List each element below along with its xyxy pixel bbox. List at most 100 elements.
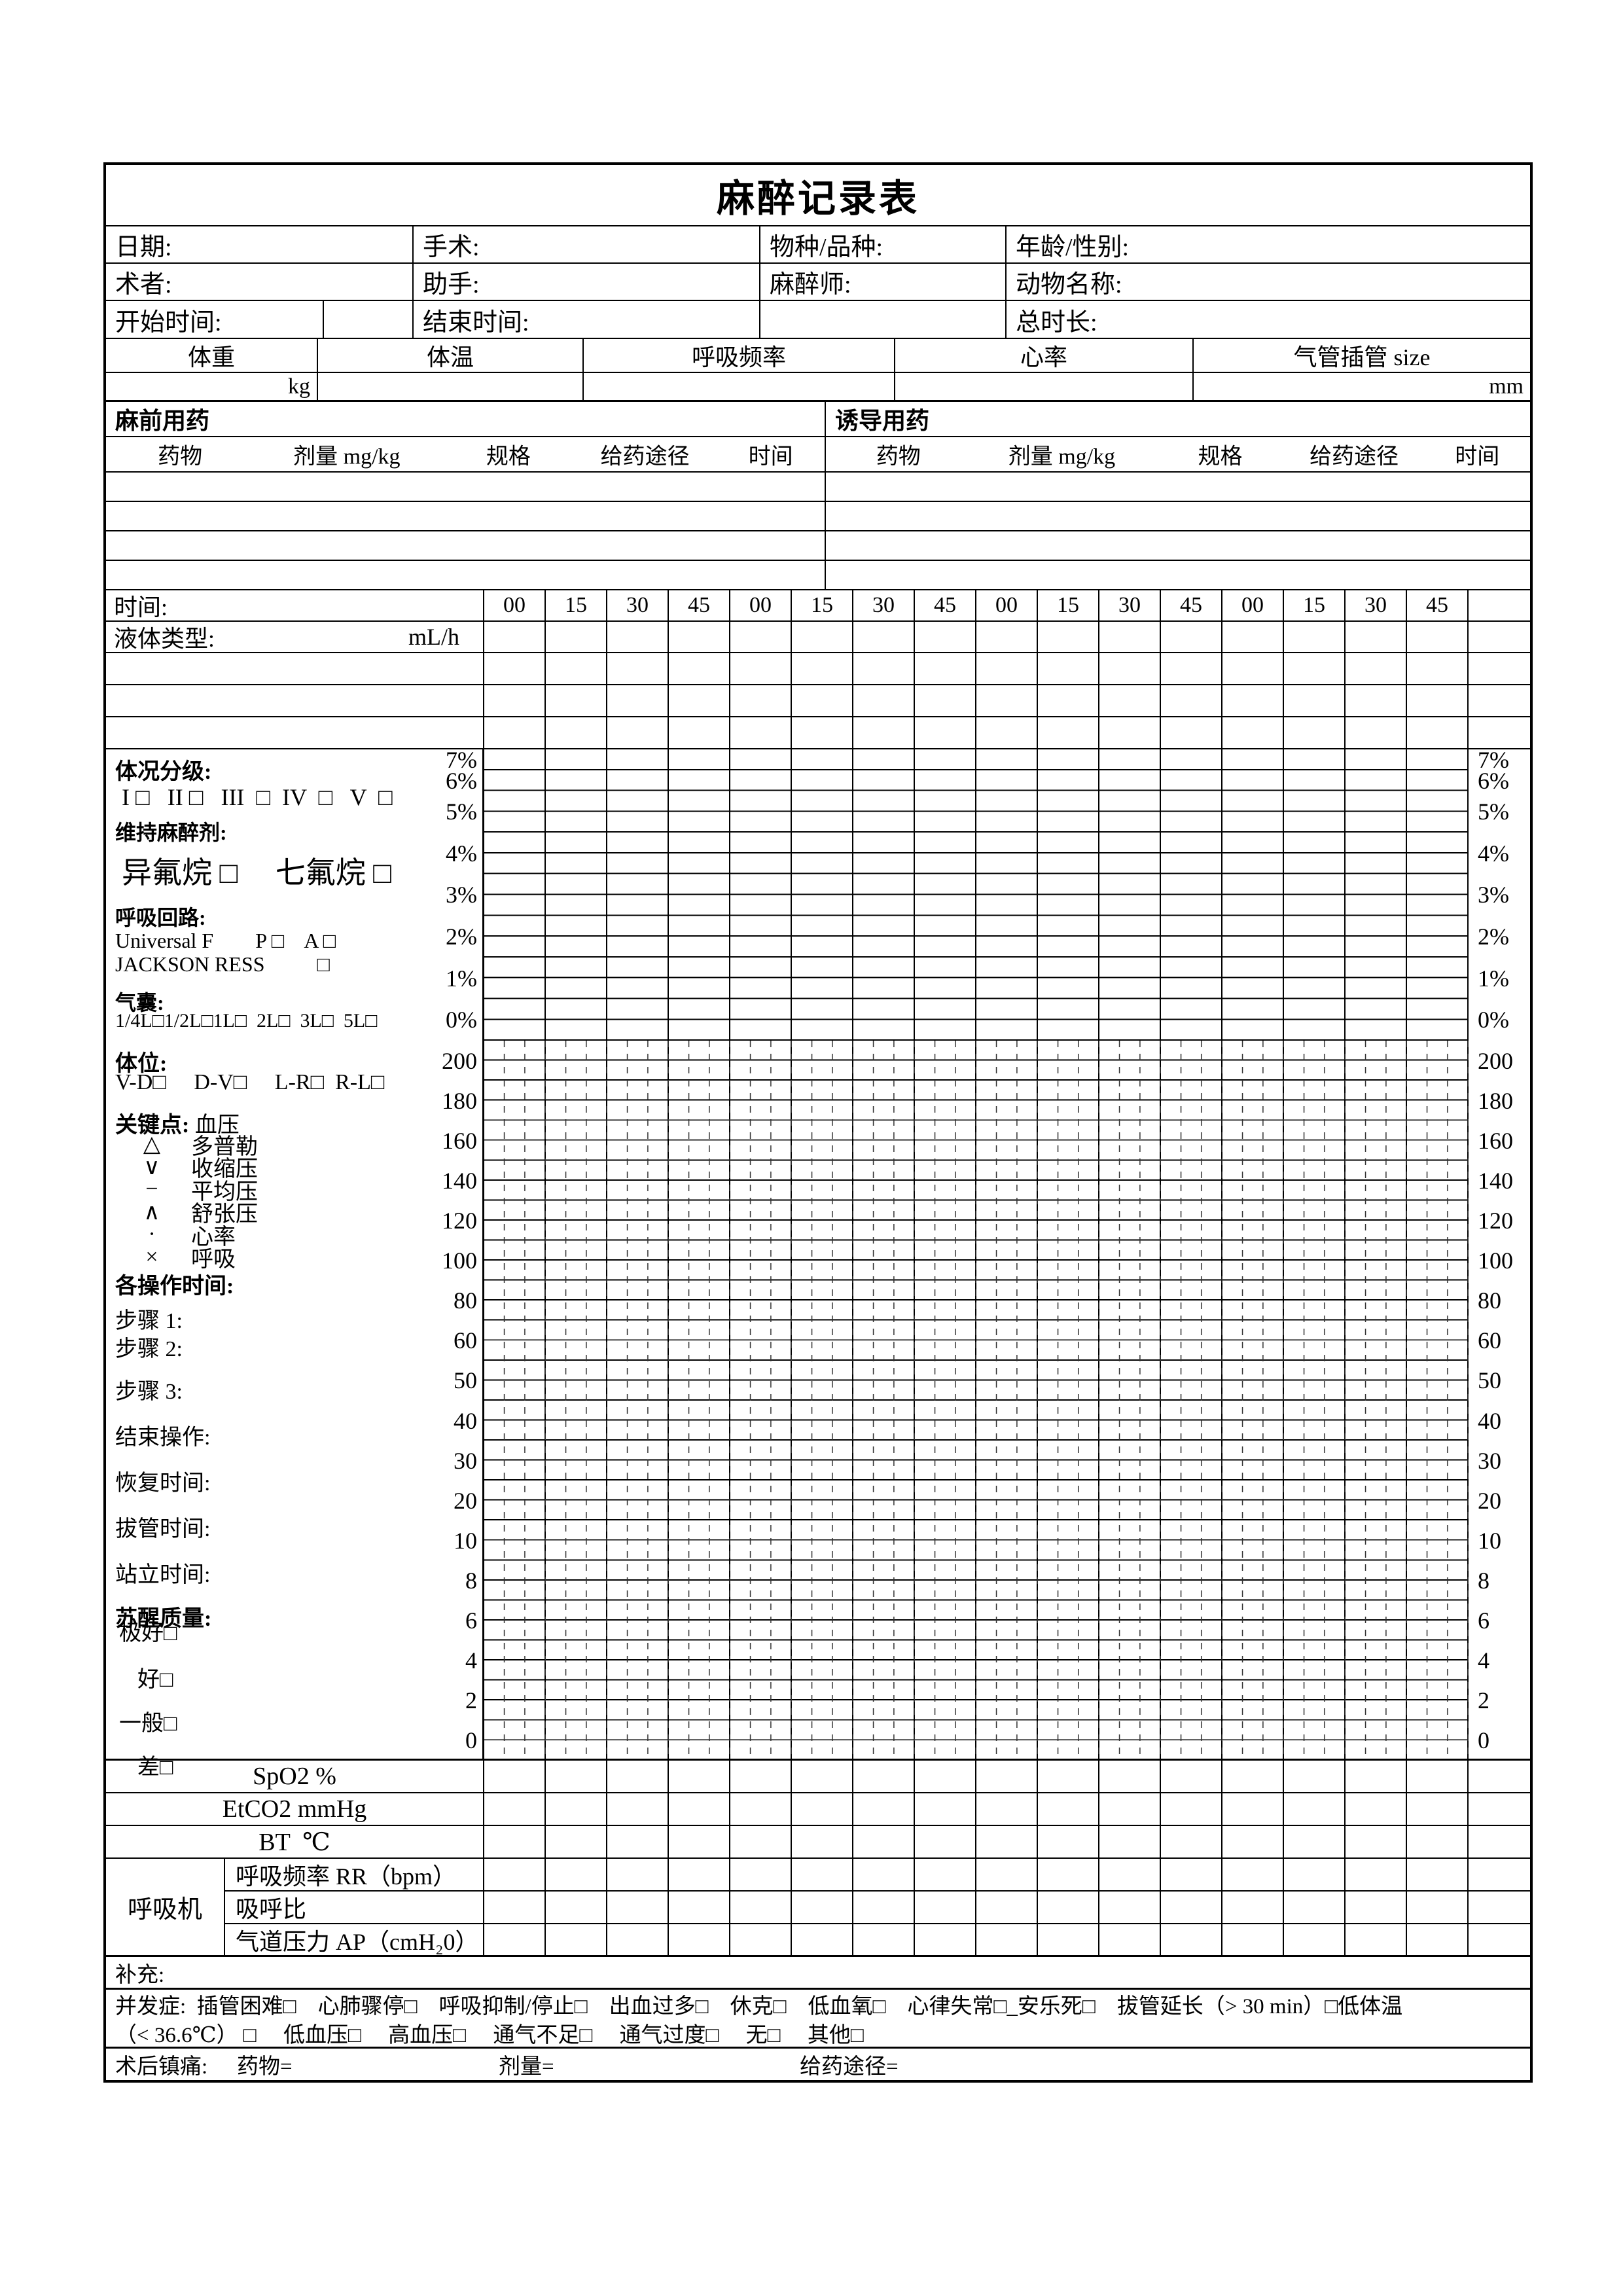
respiratory-rate-value-field[interactable] bbox=[584, 373, 895, 400]
ventilator-grid-cells[interactable] bbox=[484, 1859, 1469, 1890]
end-time-field[interactable]: 结束时间: bbox=[414, 301, 760, 338]
premed-entry-row[interactable] bbox=[106, 502, 826, 530]
maintenance-options[interactable]: 异氟烷 □ 七氟烷 □ bbox=[122, 856, 392, 889]
blank-grid-row bbox=[106, 685, 1530, 717]
recovery-quality-option[interactable]: 极好□ bbox=[119, 1621, 177, 1645]
recovery-quality-option[interactable]: 差□ bbox=[137, 1755, 173, 1780]
ventilator-grid-cells[interactable] bbox=[484, 1924, 1469, 1956]
body-condition-options[interactable]: I □ II □ III □ IV □ V □ bbox=[122, 784, 393, 810]
blank-grid-cells[interactable] bbox=[484, 717, 1469, 748]
start-time-field[interactable]: 开始时间: bbox=[106, 301, 324, 338]
et-tube-value-field[interactable]: mm bbox=[1194, 373, 1530, 400]
circuit-option-jackson[interactable]: JACKSON RESS □ bbox=[115, 952, 330, 976]
supplement-row[interactable]: 补充: bbox=[106, 1957, 1530, 1990]
monitor-grid-cells[interactable] bbox=[484, 1761, 1469, 1792]
blank-extra-cell[interactable] bbox=[1469, 653, 1530, 684]
end-time-value[interactable] bbox=[760, 301, 1007, 338]
date-field[interactable]: 日期: bbox=[106, 226, 414, 262]
op-time-step-label[interactable]: 恢复时间: bbox=[115, 1471, 211, 1496]
animal-name-field[interactable]: 动物名称: bbox=[1007, 264, 1530, 300]
monitor-extra-cell[interactable] bbox=[1469, 1826, 1530, 1857]
anesthetist-field[interactable]: 麻醉师: bbox=[760, 264, 1007, 300]
time-tick: 15 bbox=[1284, 590, 1346, 620]
total-duration-label: 总时长: bbox=[1016, 308, 1097, 336]
monitor-row-label: BT ℃ bbox=[106, 1826, 484, 1857]
value-axis-label: 50 bbox=[1478, 1367, 1501, 1394]
percent-axis-label: 5% bbox=[1478, 798, 1509, 825]
induction-title: 诱导用药 bbox=[835, 408, 930, 434]
fluid-extra-cell[interactable] bbox=[1469, 622, 1530, 652]
op-time-step-label[interactable]: 结束操作: bbox=[115, 1426, 211, 1450]
op-time-step-label[interactable]: 站立时间: bbox=[115, 1563, 211, 1587]
complications-line-1[interactable]: 并发症: 插管困难□ 心肺骤停□ 呼吸抑制/停止□ 出血过多□ 休克□ 低血氧□… bbox=[115, 1995, 1403, 2018]
blank-grid-row bbox=[106, 717, 1530, 749]
post-op-dose-field[interactable]: 剂量= bbox=[499, 2055, 554, 2079]
fluid-type-label: 液体类型: bbox=[114, 626, 215, 652]
age-sex-field[interactable]: 年龄/性别: bbox=[1007, 226, 1530, 262]
induction-entry-row[interactable] bbox=[826, 502, 1530, 530]
monitor-extra-cell[interactable] bbox=[1469, 1793, 1530, 1825]
key-points-label: 关键点: 血压 bbox=[115, 1113, 240, 1138]
time-tick: 00 bbox=[1222, 590, 1284, 620]
blank-label-cell[interactable] bbox=[106, 653, 484, 684]
op-time-step-label[interactable]: 步骤 1: bbox=[115, 1309, 183, 1333]
premed-entry-row[interactable] bbox=[106, 473, 826, 501]
assistant-field[interactable]: 助手: bbox=[414, 264, 760, 300]
percent-axis-right: 7% 6% 5% 4% 3% 2% 1% 0% bbox=[1469, 747, 1530, 1041]
value-axis-label: 6 bbox=[1478, 1607, 1489, 1634]
surgery-field[interactable]: 手术: bbox=[414, 226, 760, 262]
bag-options[interactable]: 1/4L□1/2L□1L□ 2L□ 3L□ 5L□ bbox=[115, 1010, 378, 1031]
ventilator-extra-cell[interactable] bbox=[1469, 1924, 1530, 1956]
monitor-extra-cell[interactable] bbox=[1469, 1761, 1530, 1792]
recovery-quality-option[interactable]: 一般□ bbox=[119, 1712, 177, 1736]
position-label: 体位: bbox=[115, 1052, 168, 1076]
fluid-label-cell[interactable]: 液体类型: mL/h bbox=[106, 622, 484, 652]
blank-extra-cell[interactable] bbox=[1469, 685, 1530, 716]
premed-entry-row[interactable] bbox=[106, 561, 826, 589]
induction-entry-row[interactable] bbox=[826, 531, 1530, 560]
op-time-step-label[interactable]: 步骤 2: bbox=[115, 1337, 183, 1361]
monitor-grid-cells[interactable] bbox=[484, 1826, 1469, 1857]
species-label: 物种/品种: bbox=[770, 234, 883, 261]
legend-symbol: × bbox=[145, 1244, 158, 1269]
blank-grid-cells[interactable] bbox=[484, 653, 1469, 684]
op-time-step-label[interactable]: 步骤 3: bbox=[115, 1380, 183, 1404]
temperature-value-field[interactable] bbox=[318, 373, 584, 400]
vitals-trend-grid[interactable] bbox=[484, 1041, 1469, 1761]
blank-grid-cells[interactable] bbox=[484, 685, 1469, 716]
start-time-value[interactable] bbox=[324, 301, 414, 338]
species-field[interactable]: 物种/品种: bbox=[760, 226, 1007, 262]
complications-line-2[interactable]: （< 36.6℃） □ 低血压□ 高血压□ 通气不足□ 通气过度□ 无□ 其他□ bbox=[115, 2024, 864, 2047]
ventilator-extra-cell[interactable] bbox=[1469, 1892, 1530, 1923]
ventilator-grid-cells[interactable] bbox=[484, 1892, 1469, 1923]
blank-label-cell[interactable] bbox=[106, 717, 484, 748]
time-tick: 45 bbox=[1407, 590, 1469, 620]
circuit-option-universal[interactable]: Universal F P □ A □ bbox=[115, 929, 336, 952]
post-op-route-field[interactable]: 给药途径= bbox=[800, 2055, 899, 2079]
op-time-step-label[interactable]: 拔管时间: bbox=[115, 1517, 211, 1541]
drug-row bbox=[106, 473, 1530, 502]
chart-plot-area[interactable] bbox=[484, 749, 1469, 1761]
drug-column-header-row: 药物 剂量 mg/kg 规格 给药途径 时间 药物 剂量 mg/kg 规格 给药途径 时间 bbox=[106, 437, 1530, 473]
anesthetic-percent-grid[interactable] bbox=[484, 749, 1469, 1041]
value-axis-right: 200 180 160 140 120 100 80 60 50 40 30 20 10 8 6 4 2 0 bbox=[1469, 1041, 1530, 1761]
induction-entry-row[interactable] bbox=[826, 561, 1530, 589]
weight-value-field[interactable]: kg bbox=[106, 373, 318, 400]
ventilator-row: 呼吸频率 RR（bpm） bbox=[225, 1859, 1530, 1892]
recovery-quality-option[interactable]: 好□ bbox=[137, 1668, 173, 1692]
surgeon-field[interactable]: 术者: bbox=[106, 264, 414, 300]
position-options[interactable]: V-D□ D-V□ L-R□ R-L□ bbox=[115, 1070, 385, 1094]
monitor-grid-cells[interactable] bbox=[484, 1793, 1469, 1825]
ventilator-extra-cell[interactable] bbox=[1469, 1859, 1530, 1890]
induction-entry-row[interactable] bbox=[826, 473, 1530, 501]
blank-extra-cell[interactable] bbox=[1469, 717, 1530, 748]
total-duration-field[interactable]: 总时长: bbox=[1007, 301, 1530, 338]
blank-label-cell[interactable] bbox=[106, 685, 484, 716]
fluid-grid-cells[interactable] bbox=[484, 622, 1469, 652]
post-op-drug-field[interactable]: 药物= bbox=[237, 2055, 293, 2079]
time-label: 时间: bbox=[114, 594, 168, 620]
premed-entry-row[interactable] bbox=[106, 531, 826, 560]
percent-axis-label: 3% bbox=[1478, 882, 1509, 908]
heart-rate-value-field[interactable] bbox=[895, 373, 1194, 400]
